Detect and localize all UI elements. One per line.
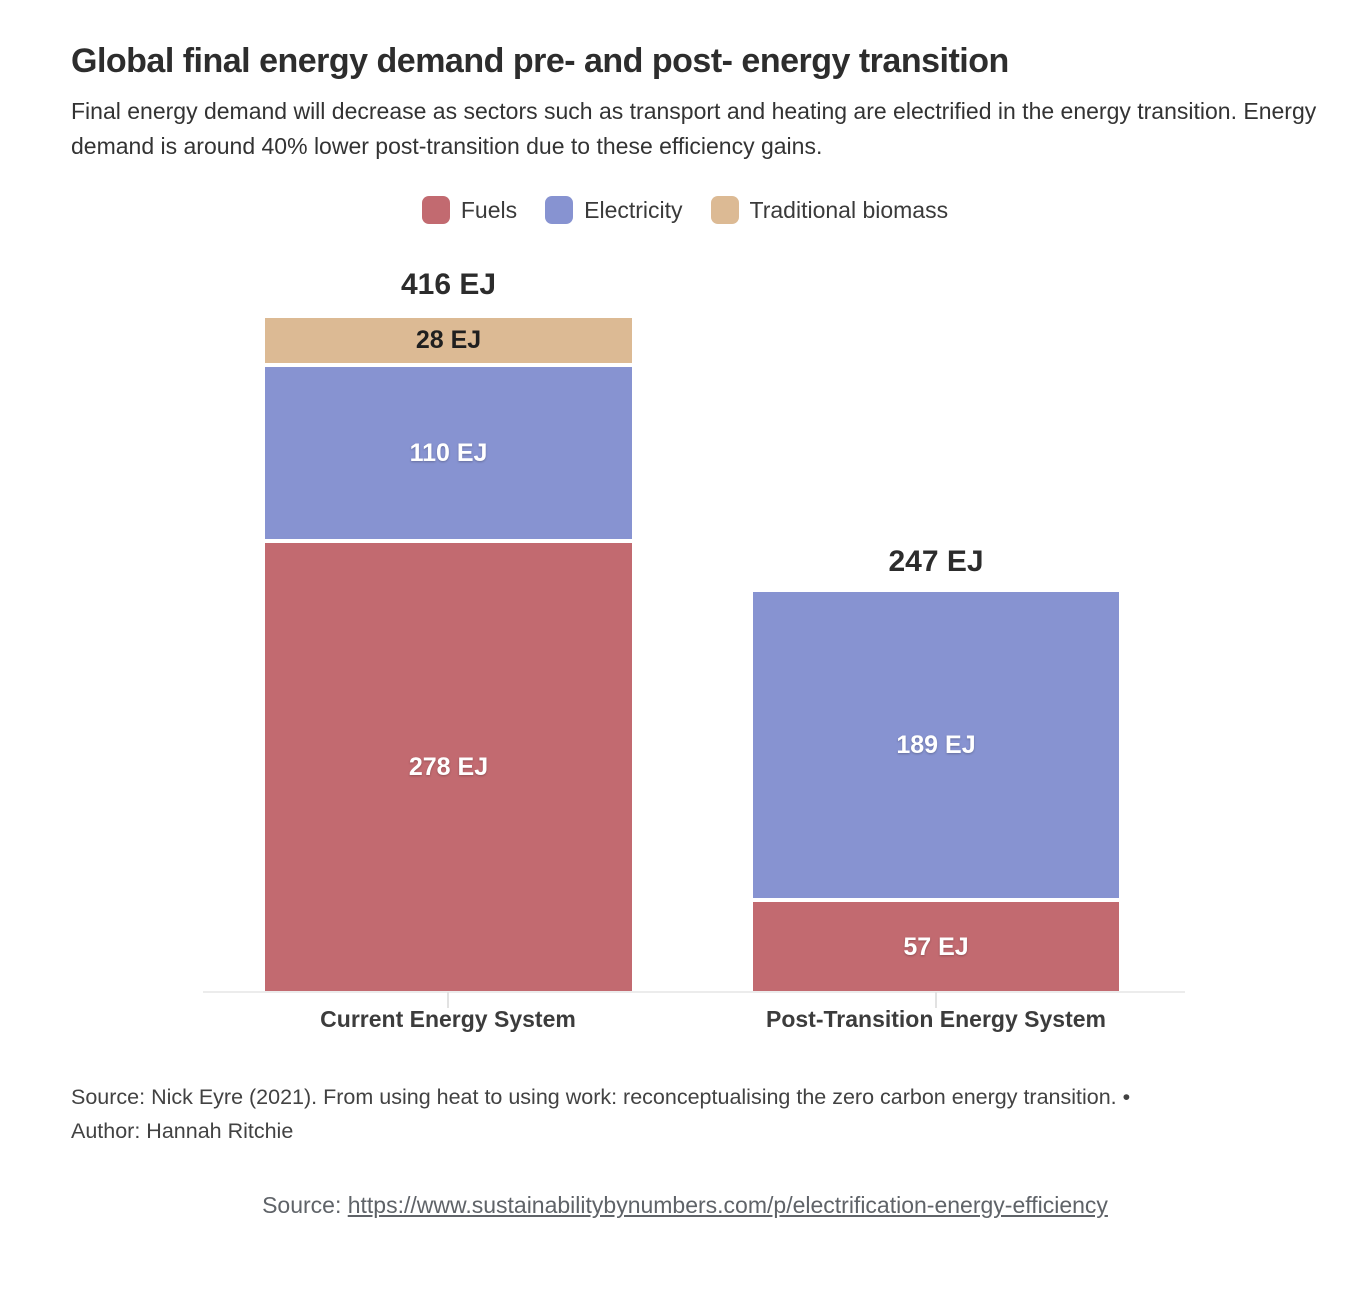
source-attribution-line2: Author: Hannah Ritchie xyxy=(71,1119,294,1144)
bottom-source-prefix: Source: xyxy=(262,1192,348,1218)
electricity-swatch-icon xyxy=(545,196,574,224)
x-axis-line xyxy=(203,991,1185,993)
biomass-swatch-icon xyxy=(710,196,739,224)
bar2-fuels-value-label: 57 EJ xyxy=(903,932,969,961)
legend-label-electricity: Electricity xyxy=(584,196,683,223)
bar2-electricity-value-label: 189 EJ xyxy=(896,730,976,759)
bar1-axis-tick xyxy=(447,992,449,1008)
legend-item-biomass: Traditional biomass xyxy=(710,196,949,224)
bar1-total-label: 416 EJ xyxy=(400,268,497,301)
bar1-category-label: Current Energy System xyxy=(320,1006,576,1032)
source-attribution-line1: Source: Nick Eyre (2021). From using hea… xyxy=(71,1085,1131,1109)
bottom-source-link[interactable]: https://www.sustainabilitybynumbers.com/… xyxy=(347,1192,1108,1218)
bar2-category-label: Post-Transition Energy System xyxy=(766,1006,1106,1032)
bar1-biomass-value-label: 28 EJ xyxy=(415,326,482,354)
bar1-segment-fuels: 278 EJ xyxy=(265,543,632,992)
legend-item-electricity: Electricity xyxy=(545,196,683,224)
bar1-segment-electricity: 110 EJ xyxy=(265,367,632,539)
bar2-axis-tick xyxy=(935,992,937,1008)
bar1-segment-traditional-biomass: 28 EJ xyxy=(265,318,632,363)
source-attribution: Source: Nick Eyre (2021). From using hea… xyxy=(71,1080,1321,1149)
legend-item-fuels: Fuels xyxy=(421,196,518,224)
chart-subtitle: Final energy demand will decrease as sec… xyxy=(71,98,1317,160)
bar2-segment-electricity: 189 EJ xyxy=(753,592,1119,898)
legend: Fuels Electricity Traditional biomass xyxy=(0,196,1370,224)
legend-label-biomass: Traditional biomass xyxy=(749,196,949,223)
bar2-total-label: 247 EJ xyxy=(888,545,984,578)
fuels-swatch-icon xyxy=(421,196,450,224)
bar1-electricity-value-label: 110 EJ xyxy=(409,438,488,467)
bar2-segment-fuels: 57 EJ xyxy=(753,902,1119,992)
bar1-fuels-value-label: 278 EJ xyxy=(408,753,489,781)
chart-title: Global final energy demand pre- and post… xyxy=(71,42,1009,80)
legend-label-fuels: Fuels xyxy=(460,196,518,223)
bottom-source-line: Source: https://www.sustainabilitybynumb… xyxy=(0,1192,1370,1219)
